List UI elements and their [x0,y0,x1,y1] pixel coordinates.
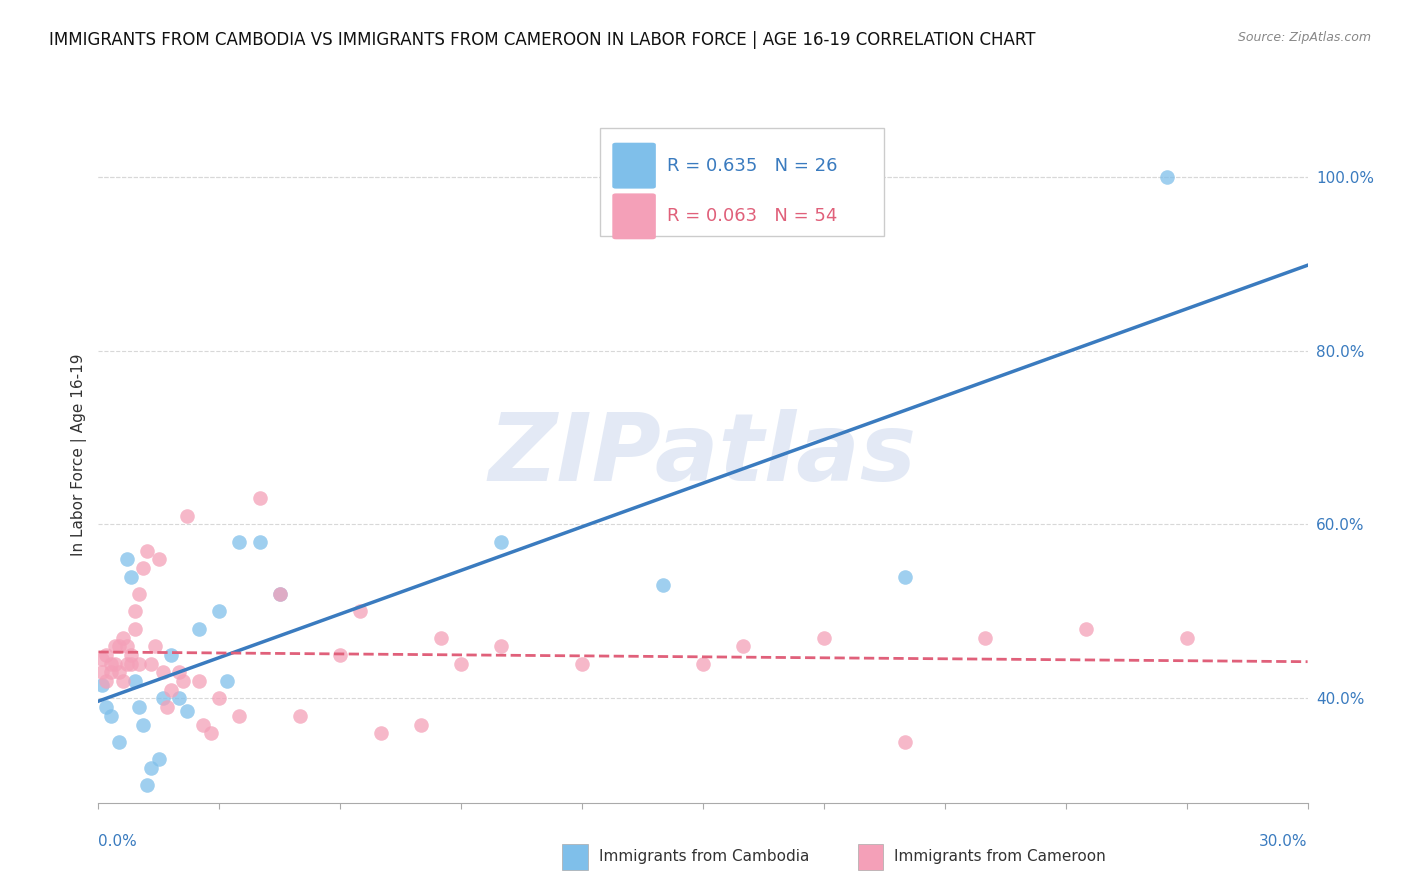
Point [430,631,453,645]
Point [152,665,174,680]
Point [120,657,142,671]
Point [249,535,271,549]
Point [103,639,125,653]
Text: 30.0%: 30.0% [1260,834,1308,849]
Text: Immigrants from Cameroon: Immigrants from Cameroon [894,849,1107,864]
Point [370,726,392,740]
Point [172,674,194,689]
Point [813,631,835,645]
Point [409,717,432,731]
Point [692,657,714,671]
Point [188,674,211,689]
Point [128,657,150,671]
FancyBboxPatch shape [613,143,655,188]
Point [269,587,291,601]
Point [96,700,118,714]
Point [249,491,271,506]
Point [1074,622,1097,636]
Point [111,674,134,689]
Point [124,605,146,619]
Point [208,691,231,706]
Point [91,665,114,680]
Point [91,652,114,666]
Point [103,657,125,671]
Point [193,717,215,731]
Point [176,705,198,719]
Point [228,535,250,549]
Point [148,752,170,766]
Point [120,570,142,584]
Text: R = 0.635   N = 26: R = 0.635 N = 26 [666,157,837,175]
FancyBboxPatch shape [613,194,655,239]
Point [156,700,179,714]
Point [200,726,222,740]
Point [651,578,673,592]
Point [96,648,118,662]
Point [167,665,190,680]
Text: Immigrants from Cambodia: Immigrants from Cambodia [599,849,810,864]
Point [893,570,915,584]
Point [571,657,593,671]
Point [1175,631,1198,645]
Point [269,587,291,601]
Point [217,674,239,689]
Text: IMMIGRANTS FROM CAMBODIA VS IMMIGRANTS FROM CAMEROON IN LABOR FORCE | AGE 16-19 : IMMIGRANTS FROM CAMBODIA VS IMMIGRANTS F… [49,31,1036,49]
Point [208,605,231,619]
Point [107,665,129,680]
Text: R = 0.063   N = 54: R = 0.063 N = 54 [666,207,837,226]
Point [160,682,183,697]
Point [135,778,157,793]
Point [100,657,122,671]
Point [128,700,150,714]
Y-axis label: In Labor Force | Age 16-19: In Labor Force | Age 16-19 [72,353,87,557]
Text: 0.0%: 0.0% [98,834,138,849]
Point [124,622,146,636]
Point [120,648,142,662]
Point [491,639,513,653]
Point [733,639,755,653]
Point [160,648,183,662]
Point [167,691,190,706]
Point [135,543,157,558]
Point [152,691,174,706]
Point [91,678,114,692]
Point [96,674,118,689]
Point [115,657,138,671]
Point [132,561,155,575]
Point [893,735,915,749]
Point [139,657,162,671]
Point [288,708,311,723]
Point [124,674,146,689]
Point [107,639,129,653]
Point [107,735,129,749]
Point [176,508,198,523]
Point [128,587,150,601]
Point [143,639,166,653]
Point [491,535,513,549]
Point [132,717,155,731]
Point [139,761,162,775]
Point [111,631,134,645]
Point [100,708,122,723]
Point [974,631,997,645]
Point [115,552,138,566]
Text: ZIPatlas: ZIPatlas [489,409,917,501]
Point [188,622,211,636]
Text: Source: ZipAtlas.com: Source: ZipAtlas.com [1237,31,1371,45]
Point [115,639,138,653]
Point [1156,169,1178,184]
Point [329,648,352,662]
Point [228,708,250,723]
Point [100,665,122,680]
Point [148,552,170,566]
FancyBboxPatch shape [600,128,884,235]
Point [349,605,371,619]
Point [450,657,472,671]
